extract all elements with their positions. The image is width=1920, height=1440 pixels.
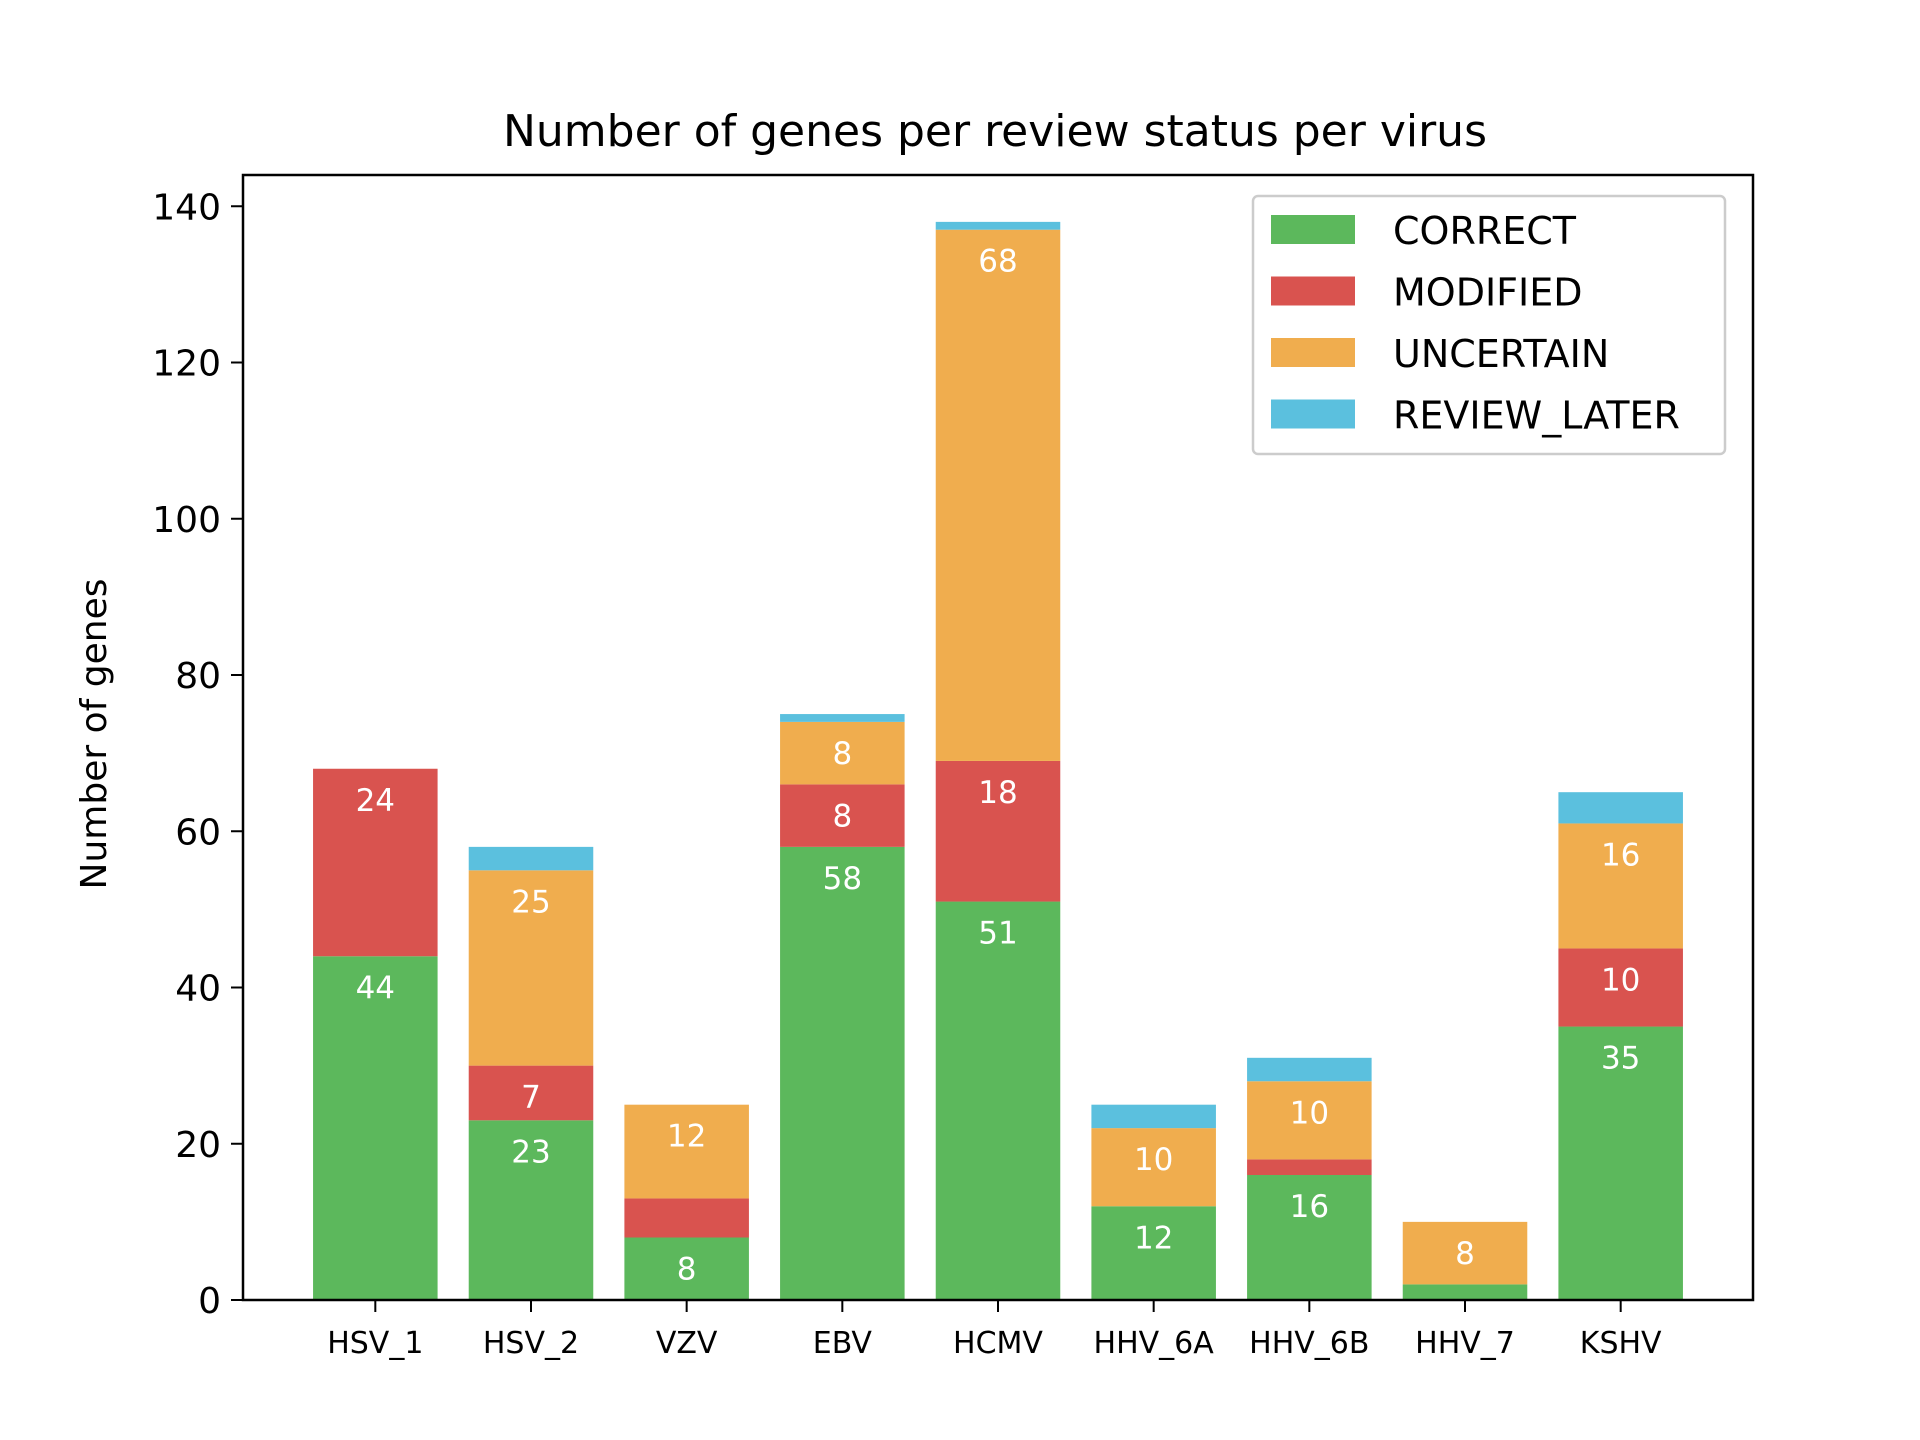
legend-box [1251,194,1727,456]
bar-label: 8 [832,736,852,772]
y-axis-label: Number of genes [74,579,115,890]
bar-label: 58 [823,861,862,897]
bar-hsv_2-review_later [468,846,594,871]
x-tick-label: VZV [656,1326,718,1361]
legend-label-uncertain: UNCERTAIN [1393,332,1609,376]
legend-label-correct: CORRECT [1393,209,1577,253]
bar-ebv-correct [780,846,905,1300]
bar-kshv-correct [1558,1026,1683,1300]
legend-label-review_later: REVIEW_LATER [1393,394,1680,438]
axes-layer: 0 20 40 60 80 100 120 140 HSV_1 HSV_2 VZV EBV HCMV HH… [152,173,1755,1361]
bar-label: 8 [677,1252,697,1288]
bar-label: 8 [1455,1236,1475,1272]
legend-swatch-modified [1271,276,1355,306]
bar-hcmv-uncertain [935,229,1061,761]
bar-hhv_6a-correct [1091,1206,1216,1300]
bar-vzv-modified [624,1198,749,1238]
x-tick-label: EBV [813,1326,873,1361]
x-tick-label: HSV_2 [483,1326,579,1361]
bar-kshv-uncertain [1558,823,1683,949]
x-tick-label: HHV_6A [1094,1326,1215,1361]
bar-label: 12 [667,1119,706,1155]
bars-layer [313,221,1683,1300]
bar-hhv_6a-review_later [1091,1104,1216,1129]
bar-vzv-uncertain [624,1104,749,1199]
bar-label: 16 [1290,1189,1329,1225]
bar-hhv_6a-uncertain [1091,1128,1216,1207]
y-tick-label: 20 [175,1125,221,1166]
bar-hhv_7-uncertain [1402,1221,1528,1285]
bar-hcmv-modified [935,760,1061,902]
bar-label: 10 [1601,962,1640,998]
legend-swatch-correct [1271,215,1355,244]
legend-swatch-uncertain [1271,338,1355,367]
bar-label: 12 [1134,1220,1173,1256]
bar-hhv_6b-modified [1247,1159,1372,1175]
y-tick-label: 40 [175,969,221,1010]
bar-ebv-modified [780,784,905,847]
legend: CORRECT MODIFIED UNCERTAIN REVIEW_LATER [1251,194,1727,456]
chart-title: Number of genes per review status per vi… [503,106,1487,157]
bar-hsv_1-correct [313,956,438,1300]
bar-hhv_6b-review_later [1247,1057,1372,1082]
bar-label: 23 [511,1134,550,1170]
bar-kshv-modified [1558,948,1683,1027]
bar-hsv_2-modified [468,1065,594,1121]
bar-labels-layer: 44 24 23 7 25 8 12 58 8 8 51 18 68 12 10 16 10 8 35 10 16 [356,244,1641,1288]
bar-label: 25 [511,884,550,920]
bar-hhv_6b-uncertain [1247,1081,1372,1160]
bar-hcmv-review_later [935,221,1061,230]
x-tick-label: HCMV [953,1326,1043,1361]
x-tick-label: HHV_7 [1415,1326,1515,1361]
bar-vzv-correct [624,1237,749,1300]
bar-hsv_2-uncertain [468,870,594,1066]
bar-label: 16 [1601,837,1640,873]
bar-label: 18 [978,775,1017,811]
y-tick-label: 140 [152,187,221,228]
y-tick-label: 100 [152,500,221,541]
bar-hhv_6b-correct [1247,1175,1372,1300]
x-tick-label: HSV_1 [327,1326,423,1361]
legend-swatch-review_later [1271,399,1355,429]
bar-label: 51 [978,916,1017,952]
bar-kshv-review_later [1558,792,1683,824]
bar-label: 10 [1134,1142,1173,1178]
bar-hcmv-correct [935,901,1061,1300]
bar-hsv_2-correct [468,1120,594,1300]
bar-label: 68 [978,244,1017,280]
x-tick-label: KSHV [1580,1326,1662,1361]
bar-label: 7 [521,1080,541,1116]
bar-hhv_7-correct [1402,1284,1528,1300]
y-tick-label: 60 [175,812,221,853]
y-tick-label: 120 [152,344,221,385]
bar-ebv-review_later [780,714,905,722]
bar-label: 44 [356,970,395,1006]
bar-label: 8 [832,798,852,834]
legend-label-modified: MODIFIED [1393,271,1583,315]
y-tick-label: 0 [198,1281,221,1322]
x-tick-label: HHV_6B [1249,1326,1369,1361]
bar-label: 35 [1601,1041,1640,1077]
y-tick-label: 80 [175,656,221,697]
bar-label: 24 [356,783,395,819]
bar-ebv-uncertain [780,721,905,785]
bar-label: 10 [1290,1095,1329,1131]
bar-hsv_1-modified [313,768,438,957]
